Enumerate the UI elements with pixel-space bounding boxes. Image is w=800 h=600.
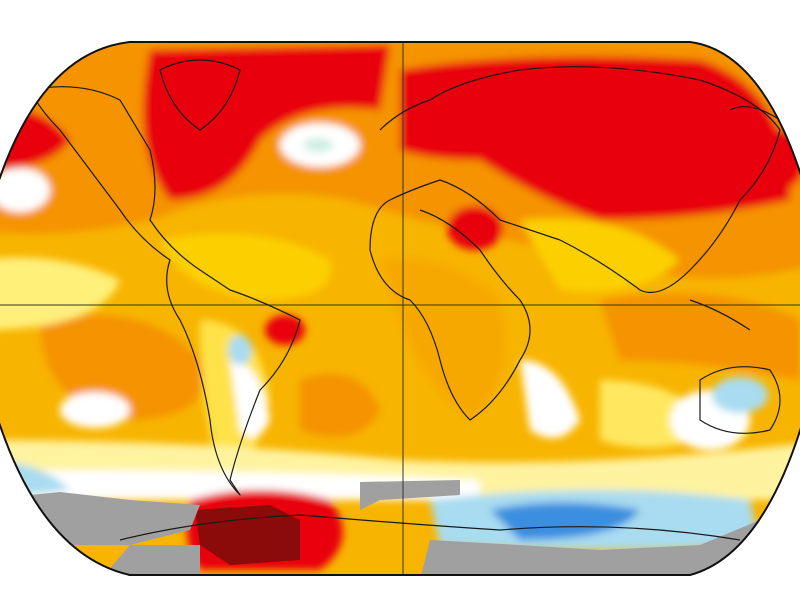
map-frame <box>0 41 800 576</box>
no-data-areas <box>0 480 800 575</box>
coastlines <box>29 59 781 541</box>
anomaly-fields <box>0 42 800 570</box>
map-body <box>0 42 800 575</box>
extreme-warm-region <box>195 505 300 565</box>
